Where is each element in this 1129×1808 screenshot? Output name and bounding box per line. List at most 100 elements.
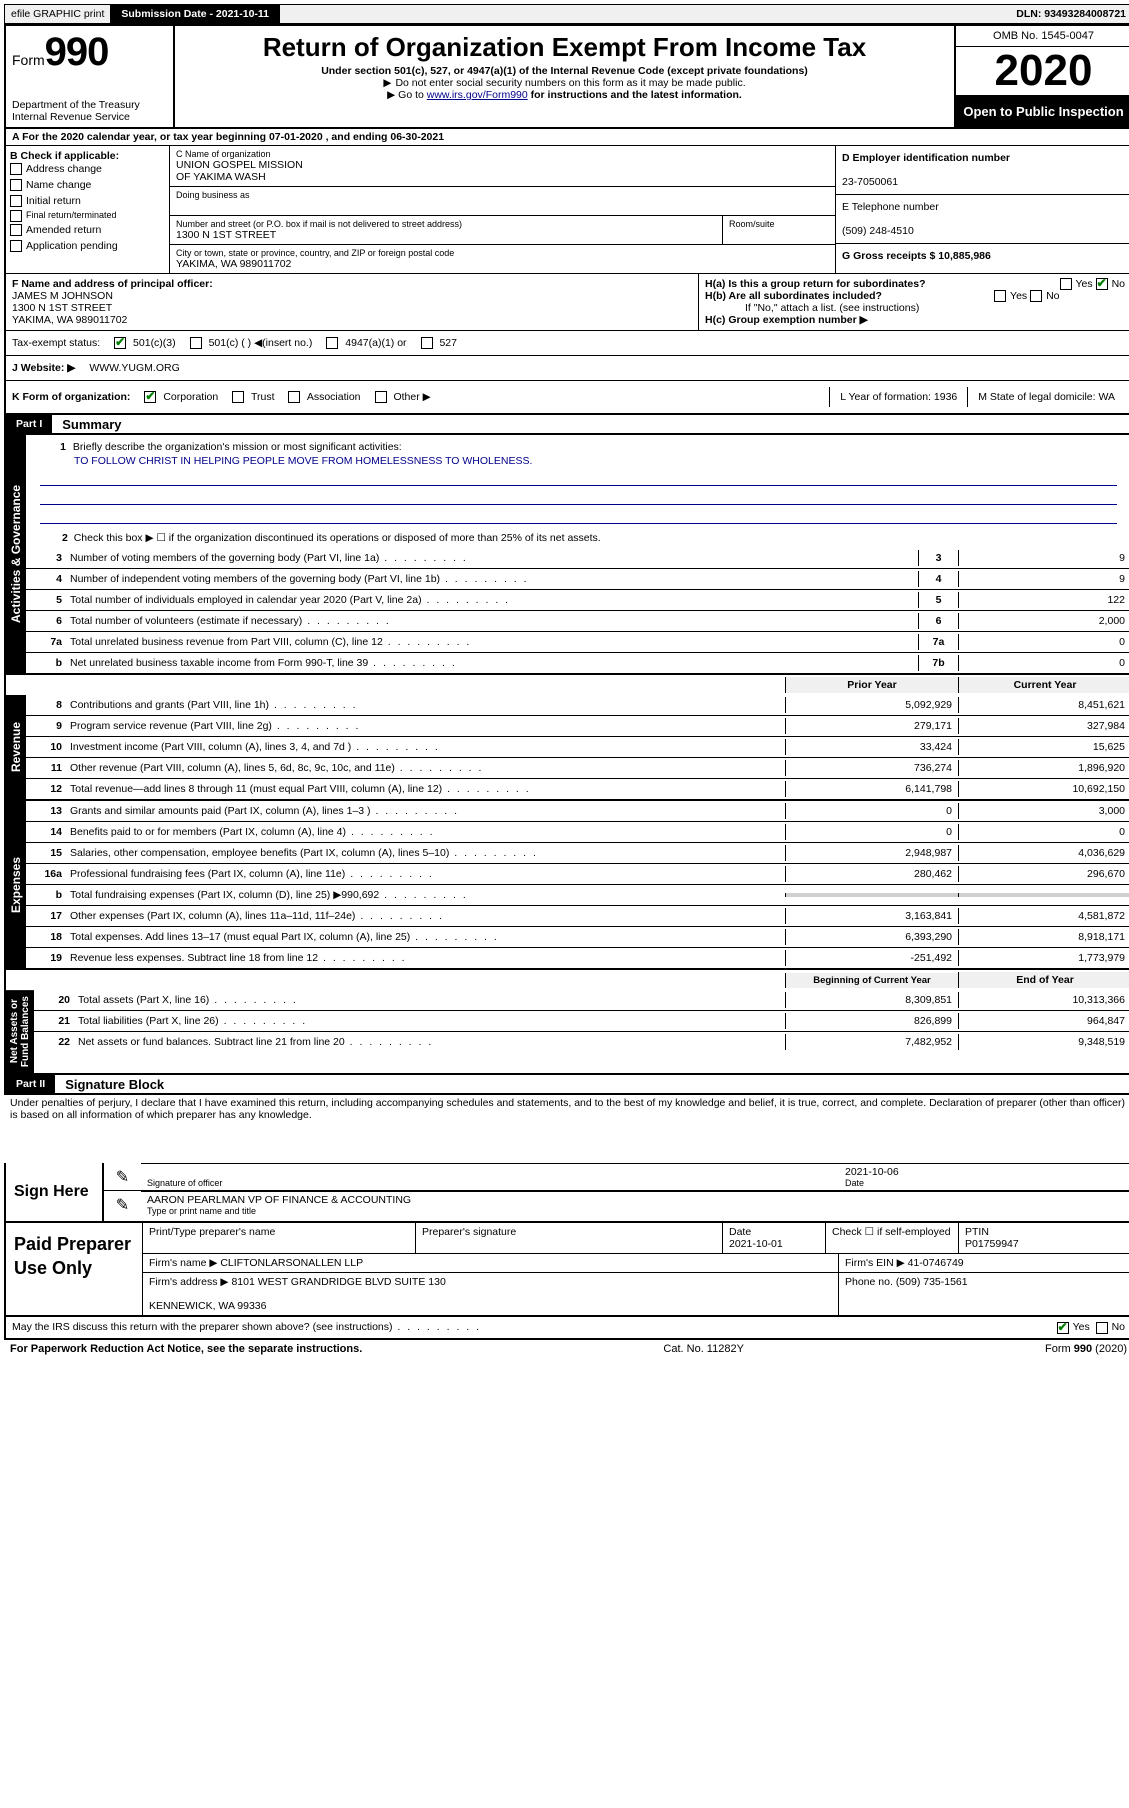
cb-final-return[interactable]: Final return/terminated [10,209,165,223]
firm-phone-cell: Phone no. (509) 735-1561 [839,1273,1129,1315]
cb-trust[interactable]: Trust [232,391,274,403]
note-instructions: ▶ Go to www.irs.gov/Form990 for instruct… [179,89,950,101]
revenue-section: Revenue 8 Contributions and grants (Part… [6,695,1129,801]
gov-line-7a: 7a Total unrelated business revenue from… [26,632,1129,653]
cb-527[interactable]: 527 [421,337,457,349]
open-to-public: Open to Public Inspection [956,96,1129,127]
street-address: 1300 N 1ST STREET [176,229,716,241]
line-b: b Total fundraising expenses (Part IX, c… [26,885,1129,906]
submission-date-button[interactable]: Submission Date - 2021-10-11 [111,5,280,23]
cb-initial-return[interactable]: Initial return [10,194,165,210]
line-16a: 16a Professional fundraising fees (Part … [26,864,1129,885]
form-990-page: Form990 Department of the Treasury Inter… [4,24,1129,1095]
paid-preparer-label: Paid Preparer Use Only [6,1223,143,1315]
officer-info: JAMES M JOHNSON 1300 N 1ST STREET YAKIMA… [12,290,127,326]
col-end: End of Year [958,972,1129,988]
preparer-sig-label: Preparer's signature [416,1223,723,1253]
year-formation: L Year of formation: 1936 [829,387,967,407]
cb-corp[interactable]: Corporation [144,391,218,403]
org-right-column: D Employer identification number 23-7050… [836,146,1129,273]
bottom-footer: For Paperwork Reduction Act Notice, see … [4,1340,1129,1358]
form-title: Return of Organization Exempt From Incom… [179,32,950,63]
ein-cell: D Employer identification number 23-7050… [836,146,1129,195]
hb-row: H(b) Are all subordinates included? Yes … [705,290,1125,302]
form-number: 990 [45,30,109,74]
dln-label: DLN: 93493284008721 [1010,5,1129,23]
form-prefix: Form [12,52,45,68]
tax-year: 2020 [956,47,1129,96]
line-8: 8 Contributions and grants (Part VIII, l… [26,695,1129,716]
firm-ein-cell: Firm's EIN ▶ 41-0746749 [839,1254,1129,1272]
sign-here-label: Sign Here [6,1163,104,1221]
cat-no: Cat. No. 11282Y [663,1343,744,1355]
check-b-column: B Check if applicable: Address change Na… [6,146,170,273]
ptin-cell: PTINP01759947 [959,1223,1129,1253]
pt-name-label: Print/Type preparer's name [143,1223,416,1253]
f-h-block: F Name and address of principal officer:… [6,274,1129,331]
form-subtitle: Under section 501(c), 527, or 4947(a)(1)… [179,65,950,77]
hc-row: H(c) Group exemption number ▶ [705,314,1125,326]
perjury-declaration: Under penalties of perjury, I declare th… [4,1095,1129,1123]
status-label: Tax-exempt status: [12,337,100,349]
state-domicile: M State of legal domicile: WA [967,387,1125,407]
prep-date-cell: Date2021-10-01 [723,1223,826,1253]
vtab-expenses: Expenses [6,801,26,968]
website-row: J Website: ▶ WWW.YUGM.ORG [6,356,1129,381]
phone-value: (509) 248-4510 [842,225,914,237]
cb-other[interactable]: Other ▶ [375,391,431,403]
korg-label: K Form of organization: [12,391,130,403]
topbar-spacer [280,11,1010,17]
form-footer: Form 990 (2020) [1045,1343,1127,1355]
korg-right: L Year of formation: 1936 M State of leg… [829,387,1125,407]
line-21: 21 Total liabilities (Part X, line 26) 8… [34,1011,1129,1032]
cb-501c3[interactable]: 501(c)(3) [114,337,176,349]
line-1: 1 Briefly describe the organization's mi… [26,435,1129,528]
street-cell: Number and street (or P.O. box if mail i… [170,216,723,244]
col-header-section-2: Beginning of Current Year End of Year [6,970,1129,990]
cb-501c[interactable]: 501(c) ( ) ◀(insert no.) [190,337,313,349]
org-info-block: B Check if applicable: Address change Na… [6,146,1129,274]
line-11: 11 Other revenue (Part VIII, column (A),… [26,758,1129,779]
cb-4947[interactable]: 4947(a)(1) or [326,337,406,349]
form-header: Form990 Department of the Treasury Inter… [6,26,1129,129]
website-label: J Website: ▶ [12,362,75,374]
cb-address-change[interactable]: Address change [10,162,165,178]
cb-app-pending[interactable]: Application pending [10,239,165,255]
phone-cell: E Telephone number (509) 248-4510 [836,195,1129,244]
gov-line-6: 6 Total number of volunteers (estimate i… [26,611,1129,632]
principal-officer: F Name and address of principal officer:… [6,274,699,330]
col-current: Current Year [958,677,1129,693]
cb-amended[interactable]: Amended return [10,223,165,239]
line-13: 13 Grants and similar amounts paid (Part… [26,801,1129,822]
discuss-yesno[interactable]: Yes No [1057,1321,1125,1333]
sig-name-cell: AARON PEARLMAN VP OF FINANCE & ACCOUNTIN… [141,1191,1129,1218]
cb-name-change[interactable]: Name change [10,178,165,194]
pen-icon: ✎ [104,1163,141,1190]
col-prior: Prior Year [785,677,958,693]
room-cell: Room/suite [723,216,835,244]
dba-label: Doing business as [176,190,829,200]
discuss-row: May the IRS discuss this return with the… [4,1317,1129,1339]
tax-exempt-status-row: Tax-exempt status: 501(c)(3) 501(c) ( ) … [6,331,1129,356]
sign-body: ✎ Signature of officer 2021-10-06 Date ✎… [104,1163,1129,1221]
firm-addr-cell: Firm's address ▶ 8101 WEST GRANDRIDGE BL… [143,1273,839,1315]
self-employed-cell: Check ☐ if self-employed [826,1223,959,1253]
cb-assoc[interactable]: Association [288,391,360,403]
line-12: 12 Total revenue—add lines 8 through 11 … [26,779,1129,799]
irs-link[interactable]: www.irs.gov/Form990 [427,89,528,101]
part2-title: Signature Block [55,1077,164,1092]
efile-label: efile GRAPHIC print [5,5,111,23]
net-assets-section: Net Assets orFund Balances 20 Total asse… [6,990,1129,1075]
firm-name-cell: Firm's name ▶ CLIFTONLARSONALLEN LLP [143,1254,839,1272]
gov-line-3: 3 Number of voting members of the govern… [26,548,1129,569]
line-2: 2 Check this box ▶ ☐ if the organization… [26,528,1129,548]
dba-cell: Doing business as [170,187,835,216]
part1-header-row: Part I Summary [6,415,1129,435]
col-beg: Beginning of Current Year [785,973,958,988]
city-state-zip: YAKIMA, WA 989011702 [176,258,829,270]
ein-value: 23-7050061 [842,176,898,188]
org-name: UNION GOSPEL MISSION OF YAKIMA WASH [176,159,829,183]
dept-treasury: Department of the Treasury Internal Reve… [12,99,167,123]
form-number-block: Form990 [12,30,167,75]
check-b-label: B Check if applicable: [10,150,119,162]
